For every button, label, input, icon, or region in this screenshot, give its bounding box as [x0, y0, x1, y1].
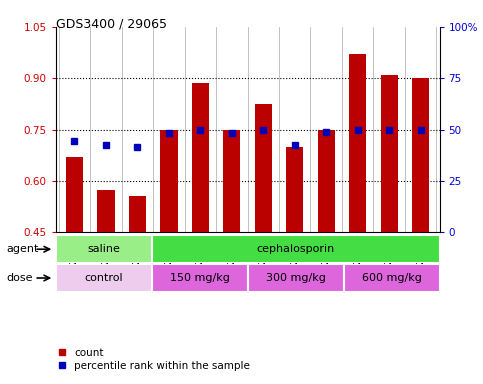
Bar — [248, 264, 343, 292]
Bar — [56, 235, 152, 263]
Bar — [66, 157, 83, 232]
Text: 300 mg/kg: 300 mg/kg — [266, 273, 326, 283]
Bar — [97, 190, 114, 232]
Bar — [192, 83, 209, 232]
Bar — [381, 75, 398, 232]
Text: saline: saline — [87, 244, 120, 254]
Bar — [152, 264, 248, 292]
Bar — [343, 264, 440, 292]
Text: control: control — [84, 273, 123, 283]
Text: GDS3400 / 29065: GDS3400 / 29065 — [56, 17, 167, 30]
Text: 600 mg/kg: 600 mg/kg — [362, 273, 422, 283]
Bar — [56, 264, 152, 292]
Legend: count, percentile rank within the sample: count, percentile rank within the sample — [54, 344, 255, 375]
Bar — [286, 147, 303, 232]
Bar — [160, 130, 178, 232]
Text: dose: dose — [6, 273, 33, 283]
Bar — [129, 196, 146, 232]
Bar — [255, 104, 272, 232]
Bar — [223, 130, 241, 232]
Bar — [152, 235, 440, 263]
Bar — [412, 78, 429, 232]
Bar — [317, 130, 335, 232]
Text: 150 mg/kg: 150 mg/kg — [170, 273, 229, 283]
Text: agent: agent — [6, 244, 39, 254]
Text: cephalosporin: cephalosporin — [256, 244, 335, 254]
Bar — [349, 54, 366, 232]
